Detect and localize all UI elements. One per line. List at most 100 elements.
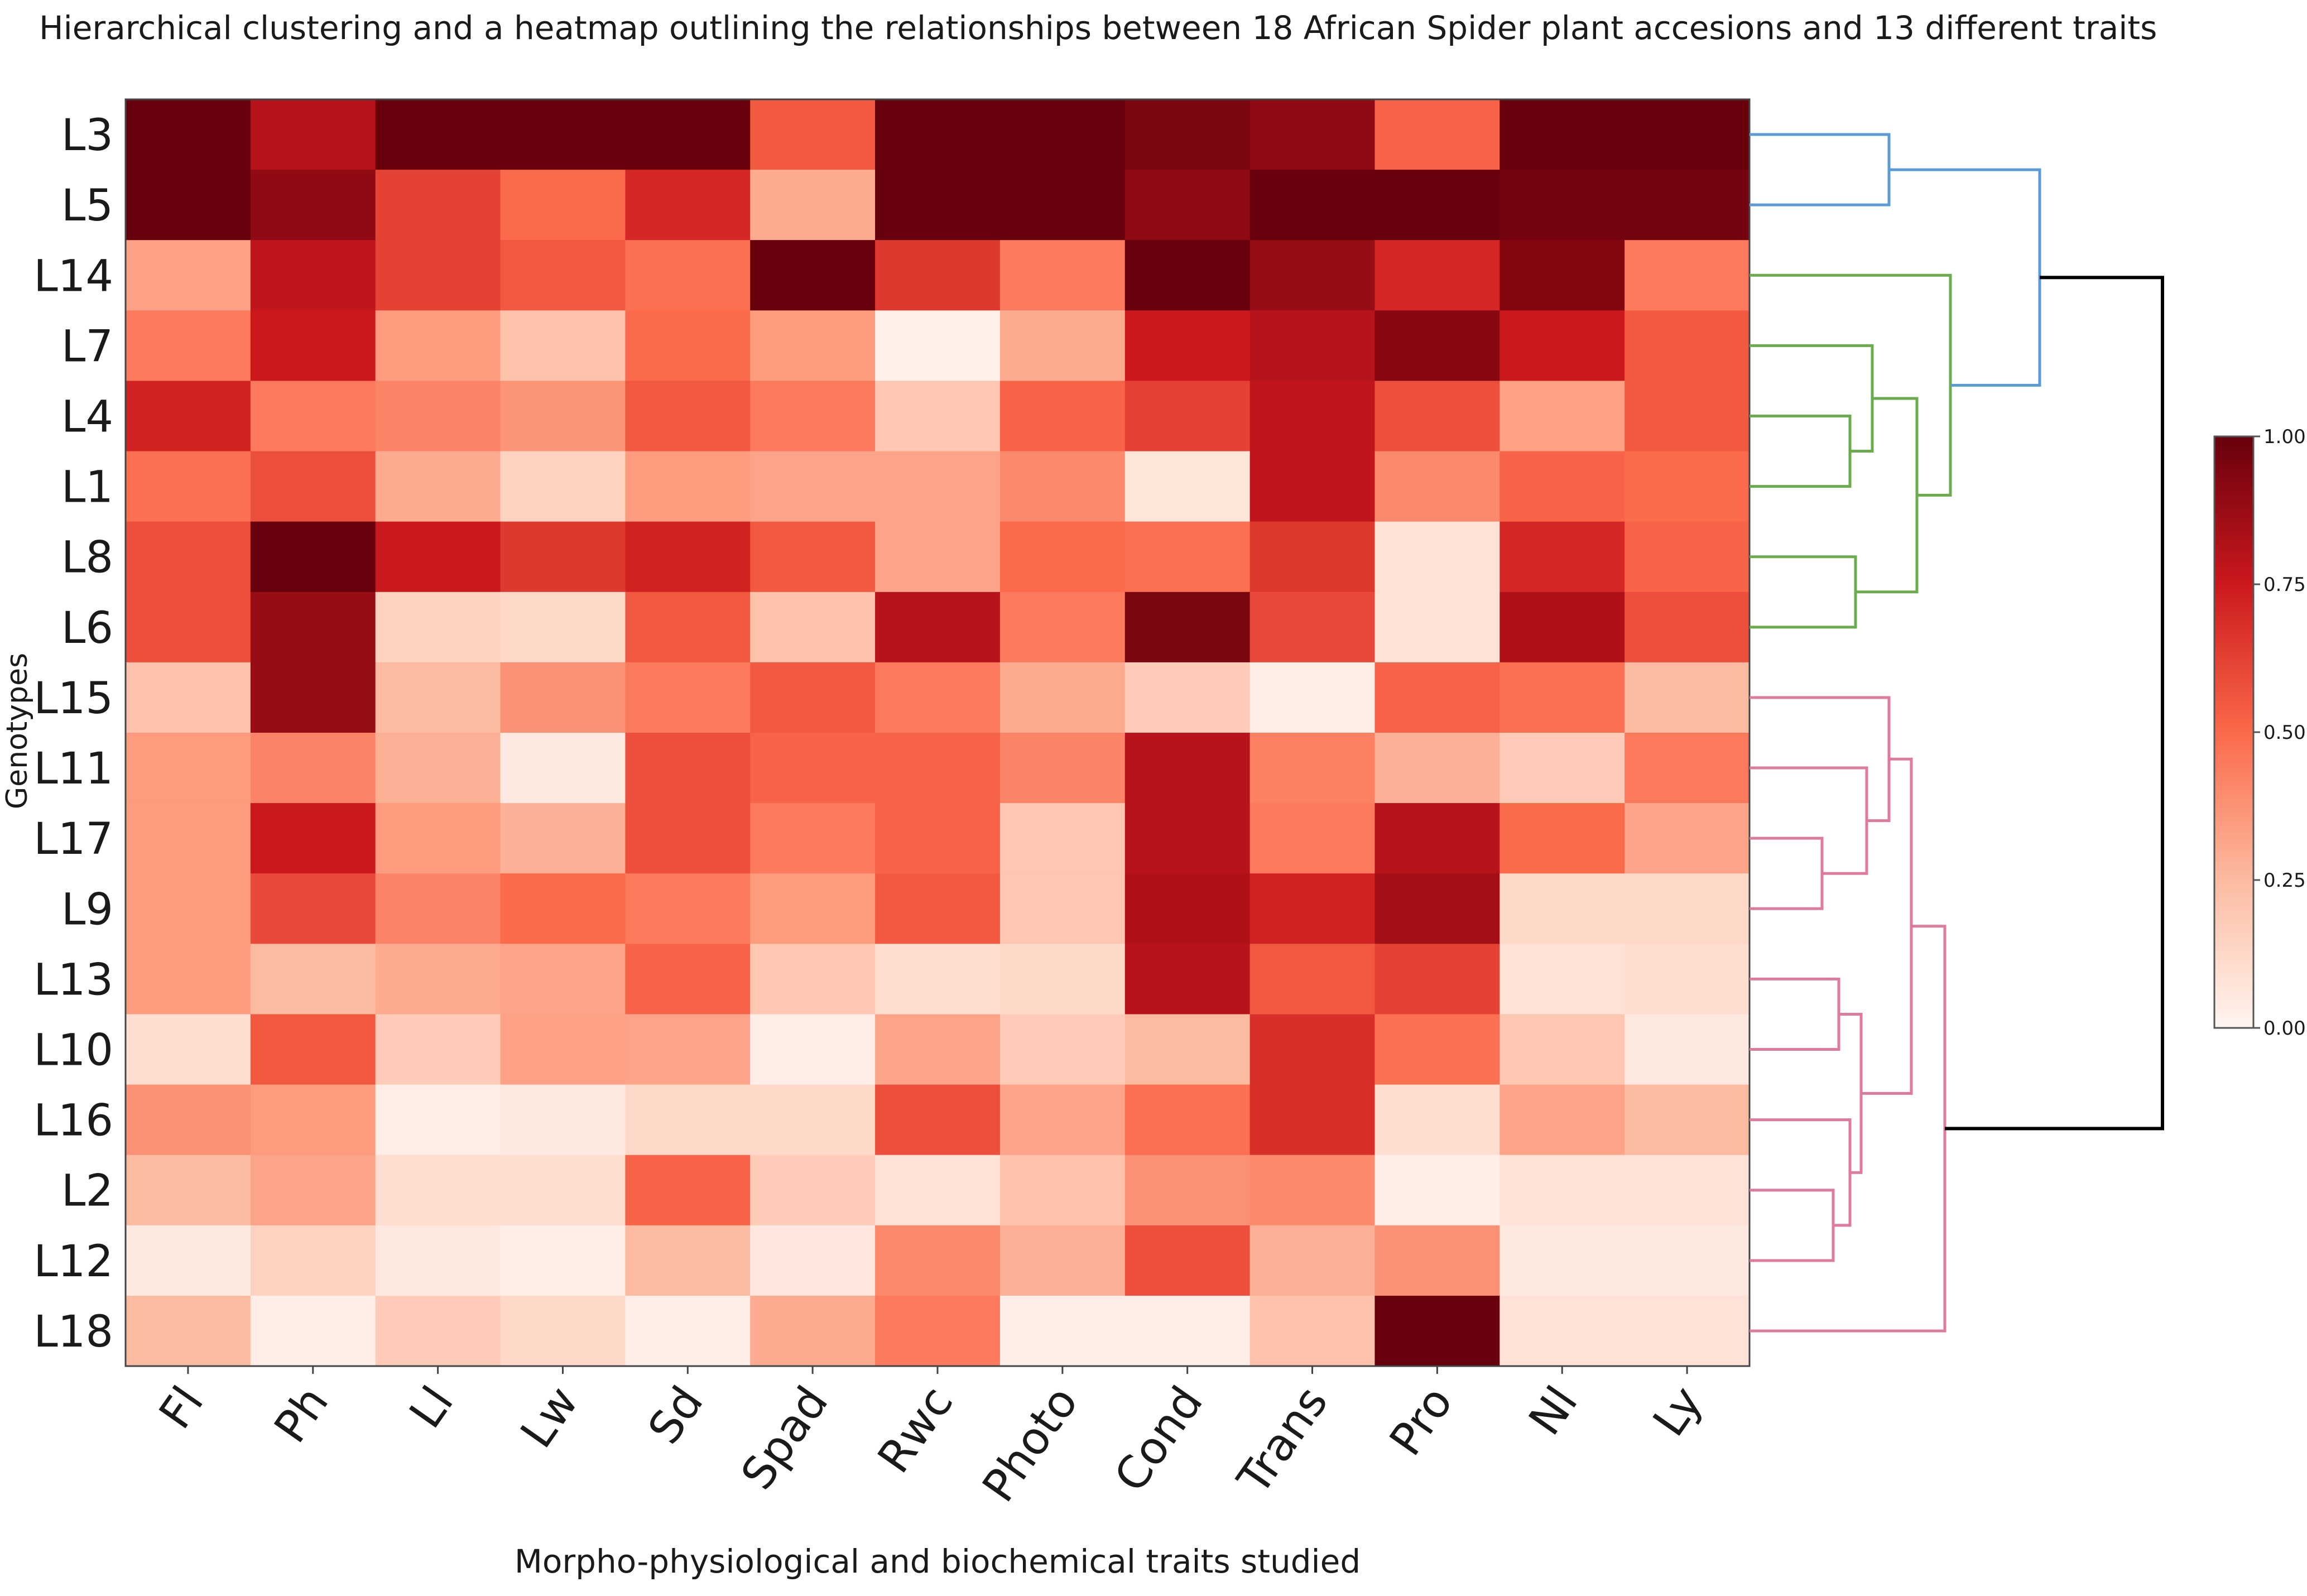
heatmap-cell-L2-Fl [126,1155,251,1226]
heatmap-cell-L7-Sd [625,310,751,382]
heatmap-cell-L3-Pro [1374,99,1501,170]
heatmap-cell-L14-Trans [1249,240,1376,311]
heatmap-cell-L15-Cond [1124,662,1251,733]
heatmap-cell-L3-Photo [999,99,1126,170]
heatmap-cell-L13-Lw [500,944,626,1015]
heatmap-cell-L14-Sd [625,240,751,311]
heatmap-cell-L1-Sd [625,451,751,522]
heatmap-cell-L2-Trans [1249,1155,1376,1226]
heatmap-cell-L8-Ly [1624,521,1750,593]
row-label-L12: L12 [33,1237,113,1287]
heatmap-cell-L16-Photo [999,1084,1126,1156]
column-label-Fl: Fl [149,1377,213,1438]
heatmap-cell-L12-Rwc [875,1225,1001,1296]
heatmap-cell-L1-Rwc [875,451,1001,522]
heatmap-cell-L15-Rwc [875,662,1001,733]
heatmap-cell-L2-Ll [375,1155,501,1226]
heatmap-cell-L4-Photo [999,381,1126,452]
heatmap-cell-L14-Lw [500,240,626,311]
heatmap-cell-L10-Spad [750,1014,876,1085]
heatmap-cell-L18-Trans [1249,1295,1376,1367]
heatmap-cell-L18-Photo [999,1295,1126,1367]
column-label-Sd: Sd [638,1377,713,1454]
heatmap-cell-L1-Lw [500,451,626,522]
heatmap-cell-L13-Trans [1249,944,1376,1015]
dendrogram-link-12 [1750,1118,1852,1227]
heatmap-cell-L11-Fl [126,733,251,804]
heatmap-cell-L14-Rwc [875,240,1001,311]
heatmap-cell-L2-Spad [750,1155,876,1226]
heatmap-cell-L10-Cond [1124,1014,1251,1085]
heatmap-cell-L10-Ll [375,1014,501,1085]
heatmap-cell-L5-Cond [1124,170,1251,241]
heatmap-cell-L16-Ph [250,1084,376,1156]
heatmap-cell-L2-Ly [1624,1155,1750,1226]
heatmap-cell-L14-Photo [999,240,1126,311]
heatmap-cell-L15-Lw [500,662,626,733]
heatmap-cell-L11-Nl [1499,733,1625,804]
heatmap-cell-L7-Rwc [875,310,1001,382]
heatmap-cell-L7-Ph [250,310,376,382]
heatmap-cell-L7-Spad [750,310,876,382]
heatmap-cell-L5-Rwc [875,170,1001,241]
x-axis-label: Morpho-physiological and biochemical tra… [515,1542,1361,1580]
heatmap-cell-L12-Ll [375,1225,501,1296]
heatmap-cell-L9-Ly [1624,873,1750,945]
heatmap-cell-L10-Pro [1374,1014,1501,1085]
heatmap-cell-L12-Trans [1249,1225,1376,1296]
row-label-L3: L3 [61,110,113,161]
heatmap-cell-L16-Spad [750,1084,876,1156]
heatmap-cell-L4-Lw [500,381,626,452]
heatmap-cell-L5-Sd [625,170,751,241]
heatmap-cell-L15-Ly [1624,662,1750,733]
heatmap-cell-L14-Spad [750,240,876,311]
heatmap-cell-L18-Rwc [875,1295,1001,1367]
heatmap-cell-L9-Cond [1124,873,1251,945]
column-label-Ll: Ll [400,1377,463,1438]
heatmap-cell-L8-Photo [999,521,1126,593]
heatmap-cell-L7-Fl [126,310,251,382]
heatmap-cell-L2-Photo [999,1155,1126,1226]
heatmap-cell-L17-Nl [1499,803,1625,874]
heatmap-cell-L10-Fl [126,1014,251,1085]
heatmap-cell-L11-Lw [500,733,626,804]
heatmap-cell-L1-Nl [1499,451,1625,522]
heatmap-cell-L1-Photo [999,451,1126,522]
heatmap-cell-L5-Nl [1499,170,1625,241]
heatmap-cell-L1-Cond [1124,451,1251,522]
column-label-Photo: Photo [972,1377,1088,1511]
row-label-L6: L6 [61,603,113,653]
heatmap-cell-L14-Ly [1624,240,1750,311]
heatmap-cell-L15-Pro [1374,662,1501,733]
heatmap-cell-L17-Photo [999,803,1126,874]
heatmap-cell-L8-Trans [1249,521,1376,593]
heatmap-cell-L3-Fl [126,99,251,170]
heatmap-cell-L9-Pro [1374,873,1501,945]
heatmap-cell-L16-Lw [500,1084,626,1156]
heatmap-cell-L4-Cond [1124,381,1251,452]
heatmap-cell-L2-Ph [250,1155,376,1226]
heatmap-cell-L18-Ll [375,1295,501,1367]
heatmap-cell-L15-Nl [1499,662,1625,733]
row-label-L11: L11 [33,744,113,794]
row-label-L17: L17 [33,814,113,864]
heatmap-cell-L17-Cond [1124,803,1251,874]
heatmap-cell-L15-Ph [250,662,376,733]
heatmap-cell-L17-Trans [1249,803,1376,874]
heatmap-cell-L18-Ly [1624,1295,1750,1367]
heatmap-cell-L13-Photo [999,944,1126,1015]
dendrogram-link-2 [1750,415,1852,488]
heatmap-cell-L13-Ly [1624,944,1750,1015]
heatmap-cell-L12-Pro [1374,1225,1501,1296]
heatmap-cell-L4-Ll [375,381,501,452]
heatmap-cell-L17-Spad [750,803,876,874]
heatmap-cell-L15-Fl [126,662,251,733]
heatmap-cell-L3-Rwc [875,99,1001,170]
heatmap-cell-L6-Spad [750,592,876,663]
row-label-L2: L2 [61,1166,113,1217]
heatmap-cell-L12-Cond [1124,1225,1251,1296]
dendrogram-link-3 [1750,555,1857,629]
row-label-L15: L15 [33,674,113,724]
heatmap-cell-L1-Trans [1249,451,1376,522]
heatmap-cell-L13-Nl [1499,944,1625,1015]
